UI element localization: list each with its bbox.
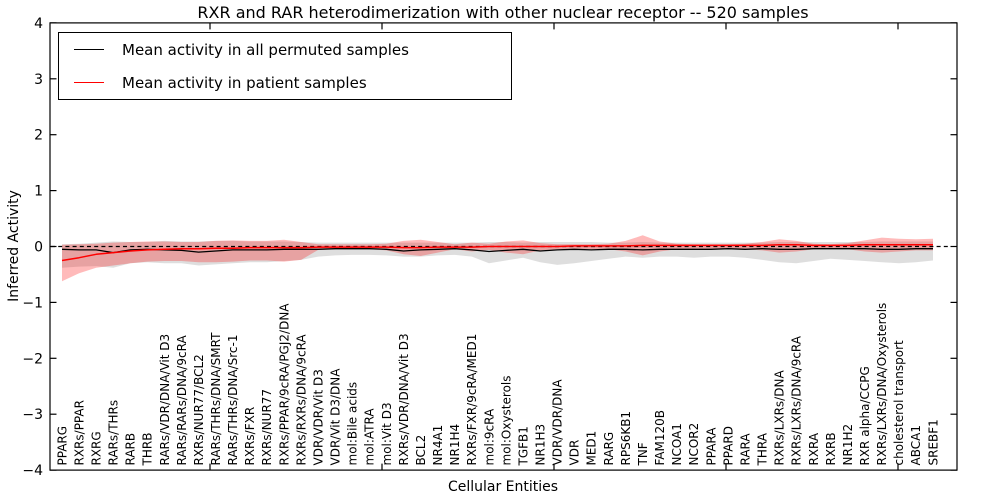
x-tick-label: mol:ATRA	[363, 408, 377, 466]
x-tick-label: BCL2	[414, 435, 428, 466]
x-tick-label: RXRs/LXRs/DNA/9cRA	[790, 335, 804, 465]
x-tick-label: cholesterol transport	[892, 340, 906, 466]
patient-mean-line	[61, 244, 933, 262]
x-tick-label: RXRs/VDR/DNA/Vit D3	[397, 333, 411, 465]
x-tick-label: PPARA	[704, 427, 718, 466]
y-tick-label: 4	[34, 16, 43, 32]
x-tick-label: VDR/VDR/DNA	[551, 379, 565, 466]
x-tick-label: ABCA1	[909, 425, 923, 465]
x-tick-label: NCOR2	[687, 423, 701, 466]
x-axis-label: Cellular Entities	[447, 479, 559, 495]
legend-item: Mean activity in all permuted samples	[59, 34, 511, 65]
x-tick-label: RPS6KB1	[619, 411, 633, 466]
legend-line-swatch	[74, 49, 104, 50]
x-tick-label: VDR/VDR/Vit D3	[312, 369, 326, 465]
x-tick-label: NR1H2	[841, 424, 855, 466]
x-tick-label: RARs/THRs/DNA/SMRT	[209, 332, 223, 466]
y-tick-label: 2	[34, 128, 43, 144]
x-tick-label: RXRs/LXRs/DNA/Oxysterols	[875, 303, 889, 466]
y-tick-label: −3	[22, 407, 43, 423]
x-tick-label: RARA	[738, 433, 752, 466]
x-tick-label: PPARG	[55, 426, 69, 466]
y-axis-label: Inferred Activity	[6, 190, 22, 302]
x-tick-label: RXRs/RXRs/DNA/9cRA	[294, 334, 308, 466]
legend-label: Mean activity in all permuted samples	[122, 40, 409, 59]
x-tick-label: RXRs/PPAR/9cRA/PGJ2/DNA	[277, 303, 291, 466]
x-tick-label: RARB	[124, 433, 138, 466]
y-tick-label: −4	[22, 463, 43, 479]
x-tick-label: NCOA1	[670, 423, 684, 465]
y-tick-label: 1	[34, 184, 43, 200]
legend-label: Mean activity in patient samples	[122, 73, 367, 92]
legend-item: Mean activity in patient samples	[59, 67, 511, 98]
legend-line-swatch	[74, 82, 104, 83]
x-tick-label: SREBF1	[926, 419, 940, 465]
x-tick-label: NR4A1	[431, 425, 445, 466]
x-tick-label: RXRs/FXR/9cRA/MED1	[465, 334, 479, 466]
x-tick-label: mol:Vit D3	[380, 402, 394, 465]
x-tick-label: THRA	[756, 432, 770, 466]
x-tick-label: RARs/VDR/DNA/Vit D3	[158, 334, 172, 466]
x-tick-label: PPARD	[721, 426, 735, 466]
x-tick-label: THRB	[141, 433, 155, 467]
x-tick-label: mol:Bile acids	[346, 382, 360, 466]
x-tick-label: NR1H3	[534, 424, 548, 466]
x-tick-label: RXRs/FXR	[243, 407, 257, 466]
x-tick-label: VDR	[568, 440, 582, 466]
x-tick-label: TGFB1	[516, 426, 530, 466]
chart-title: RXR and RAR heterodimerization with othe…	[197, 3, 809, 22]
x-tick-label: RARs/THRs	[107, 400, 121, 466]
legend: Mean activity in all permuted samples Mea…	[58, 32, 512, 100]
x-tick-label: RXRs/NUR77	[260, 389, 274, 466]
permuted-mean-line	[61, 248, 933, 254]
x-tick-label: RXRG	[90, 431, 104, 465]
x-tick-label: RXRs/LXRs/DNA	[773, 370, 787, 466]
x-tick-label: RARs/RARs/DNA/9cRA	[175, 335, 189, 466]
x-tick-label: VDR/Vit D3/DNA	[329, 368, 343, 466]
x-tick-label: mol:Oxysterols	[499, 376, 513, 466]
x-tick-label: RXRs/NUR77/BCL2	[192, 354, 206, 465]
y-tick-label: 3	[34, 72, 43, 88]
y-tick-label: −1	[22, 295, 43, 311]
y-tick-label: 0	[34, 240, 43, 256]
x-tick-label: RXR alpha/CCPG	[858, 366, 872, 465]
x-tick-label: mol:9cRA	[482, 408, 496, 465]
x-tick-label: RARs/THRs/DNA/Src-1	[226, 335, 240, 466]
x-tick-label: RXRB	[824, 432, 838, 465]
x-tick-label: NR1H4	[448, 424, 462, 466]
x-tick-label: RXRs/PPAR	[72, 400, 86, 465]
x-tick-label: RXRA	[807, 432, 821, 465]
x-tick-label: TNF	[636, 442, 650, 466]
x-tick-label: MED1	[585, 431, 599, 466]
x-tick-label: FAM120B	[653, 410, 667, 466]
x-tick-label: RARG	[602, 432, 616, 466]
y-tick-label: −2	[22, 351, 43, 367]
